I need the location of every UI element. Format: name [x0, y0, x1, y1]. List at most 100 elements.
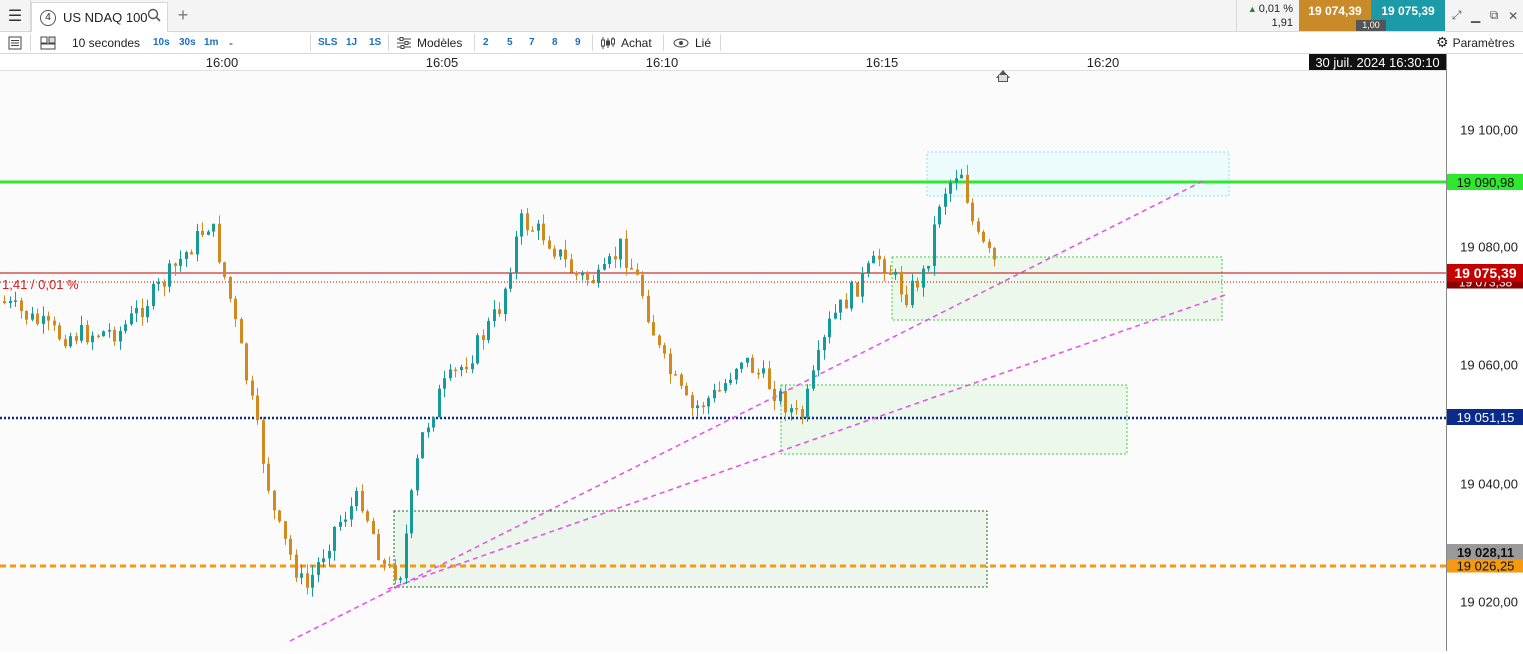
candle	[245, 343, 248, 381]
candle	[911, 280, 914, 306]
price-label: 19 040,00	[1460, 476, 1518, 492]
candle	[630, 267, 633, 270]
interval-10s[interactable]: 10s	[153, 37, 170, 48]
candle	[355, 490, 358, 507]
candle	[399, 578, 402, 580]
candle	[416, 458, 419, 491]
candle	[526, 213, 529, 231]
candle	[828, 318, 831, 338]
count-8[interactable]: 8	[552, 37, 558, 48]
candle	[784, 391, 787, 413]
support-tag: 19 051,15	[1447, 409, 1523, 425]
zone-box[interactable]	[926, 151, 1230, 197]
candle	[575, 272, 578, 276]
mode-sls[interactable]: SLS	[318, 37, 338, 48]
candle	[740, 362, 743, 369]
candle	[179, 259, 182, 266]
count-5[interactable]: 5	[507, 37, 513, 48]
layout-icon[interactable]	[40, 32, 56, 53]
add-tab-icon[interactable]: +	[177, 4, 189, 25]
candle	[762, 368, 765, 374]
price-label: 19 080,00	[1460, 239, 1518, 255]
candle	[768, 368, 771, 389]
list-icon[interactable]	[8, 32, 22, 53]
sliders-icon	[397, 36, 411, 49]
candle	[966, 174, 969, 203]
mode-1j[interactable]: 1J	[346, 37, 358, 48]
close-icon[interactable]: ✕	[1508, 8, 1519, 23]
candle	[713, 389, 716, 399]
zone-box[interactable]	[780, 384, 1128, 455]
candle	[916, 280, 919, 288]
candle	[696, 405, 699, 409]
settings-button[interactable]: ⚙ Paramètres	[1436, 32, 1515, 53]
candle	[889, 272, 892, 275]
trend-line[interactable]	[387, 293, 1229, 590]
buy-button[interactable]: Achat	[600, 32, 652, 53]
chart-canvas[interactable]	[0, 71, 1446, 651]
eye-icon	[673, 38, 689, 47]
up-arrow-icon: ▲	[1247, 4, 1257, 14]
candle	[31, 313, 34, 320]
candle	[779, 391, 782, 401]
candles-group	[3, 164, 996, 597]
candle	[724, 383, 727, 391]
zone-box[interactable]	[891, 256, 1223, 321]
interval-dash[interactable]: -	[229, 35, 233, 50]
candle	[531, 230, 534, 232]
link-button[interactable]: Lié	[673, 32, 711, 53]
candle	[586, 273, 589, 280]
time-axis[interactable]: 16:00 16:05 16:10 16:15 16:20	[0, 54, 1446, 71]
candle	[3, 301, 6, 304]
mode-1s[interactable]: 1S	[369, 37, 382, 48]
count-2[interactable]: 2	[483, 37, 489, 48]
minimize-icon[interactable]: ▁	[1471, 8, 1481, 23]
candle	[427, 427, 430, 433]
zone-box[interactable]	[393, 510, 988, 588]
candle	[42, 315, 45, 324]
candle	[982, 231, 985, 242]
candle	[542, 223, 545, 241]
candle	[108, 330, 111, 332]
search-icon[interactable]	[147, 8, 161, 25]
models-button[interactable]: Modèles	[396, 32, 462, 53]
candle	[839, 299, 842, 313]
candle	[938, 206, 941, 225]
candle	[625, 238, 628, 268]
candle	[47, 315, 50, 321]
sell-price-button[interactable]: 19 074,39	[1299, 0, 1371, 31]
candle	[168, 263, 171, 287]
candle	[25, 310, 28, 320]
candle	[927, 265, 930, 269]
menu-icon[interactable]: ☰	[0, 0, 31, 31]
candle	[102, 331, 105, 337]
candle	[328, 550, 331, 559]
candle	[471, 363, 474, 370]
candle	[900, 271, 903, 295]
popout-icon[interactable]: ⧉	[1489, 8, 1499, 22]
candle	[366, 511, 369, 521]
interval-30s[interactable]: 30s	[179, 37, 196, 48]
time-label: 16:20	[1086, 55, 1120, 70]
candle	[614, 256, 617, 260]
candle	[861, 272, 864, 297]
interval-select[interactable]: 10 secondes	[72, 35, 141, 50]
variation-label: 1,41 / 0,01 %	[2, 277, 79, 292]
candle	[971, 202, 974, 222]
candle	[493, 309, 496, 322]
price-axis[interactable]: 19 100,00 19 080,00 19 060,00 19 040,00 …	[1446, 54, 1523, 651]
candle	[806, 388, 809, 418]
candle	[289, 538, 292, 555]
candle	[553, 248, 556, 257]
candle	[850, 282, 853, 309]
price-chart[interactable]: 1,41 / 0,01 %	[0, 71, 1446, 651]
count-9[interactable]: 9	[575, 37, 581, 48]
candle	[53, 320, 56, 326]
interval-1m[interactable]: 1m	[204, 37, 219, 48]
home-marker-icon[interactable]	[996, 70, 1010, 78]
expand-icon[interactable]: ⤢	[1451, 8, 1462, 22]
candle	[944, 193, 947, 207]
instrument-tab[interactable]: 4 US NDAQ 100	[31, 2, 168, 32]
count-7[interactable]: 7	[529, 37, 535, 48]
candle	[647, 295, 650, 323]
